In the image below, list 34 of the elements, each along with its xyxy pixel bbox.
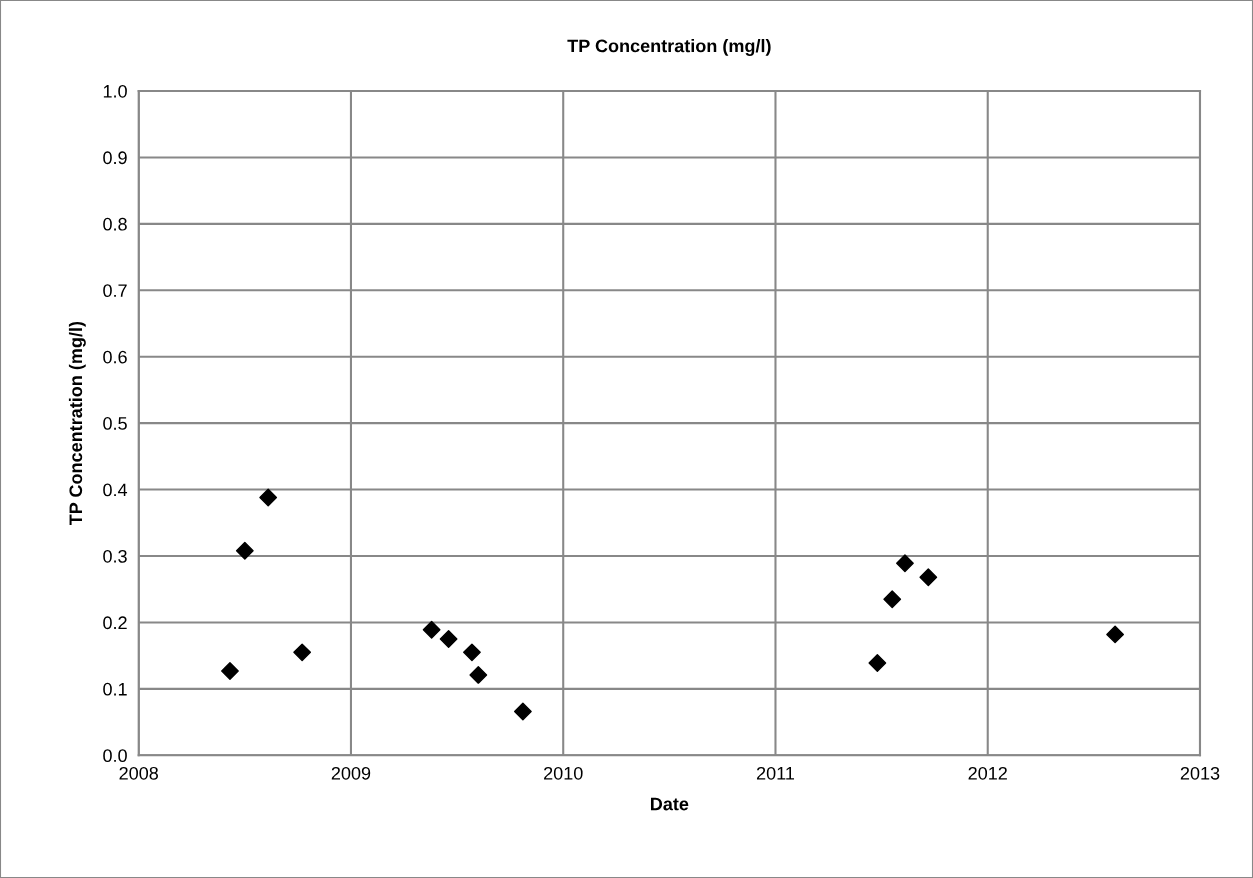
y-tick-label: 0.2 (103, 616, 127, 630)
point (259, 488, 278, 507)
point (422, 620, 441, 639)
x-tick-label: 2010 (544, 766, 583, 780)
point (221, 662, 239, 680)
y-tick-label: 0.9 (103, 151, 127, 165)
y-tick-label: 0.1 (103, 682, 127, 696)
chart-title: TP Concentration (mg/l) (567, 39, 771, 56)
point (1106, 625, 1125, 644)
x-axis-title: Date (650, 797, 689, 811)
y-tick-label: 0.0 (103, 749, 127, 763)
x-tick-label: 2013 (1180, 766, 1220, 780)
point (896, 554, 914, 573)
y-axis-title: TP Concentration (mg/l) (68, 321, 86, 526)
point (235, 541, 254, 560)
point (919, 568, 938, 587)
point (883, 590, 902, 609)
y-tick-label: 0.7 (103, 284, 127, 298)
x-tick-label: 2009 (331, 766, 371, 780)
x-tick-label: 2008 (119, 766, 158, 780)
y-tick-label: 0.3 (103, 549, 127, 563)
y-tick-label: 0.4 (103, 483, 128, 497)
point (868, 654, 887, 672)
y-tick-label: 0.8 (103, 217, 127, 231)
point (469, 666, 488, 684)
point (293, 643, 312, 662)
y-tick-label: 0.6 (103, 350, 127, 364)
y-tick-label: 1.0 (103, 84, 127, 98)
point (463, 643, 481, 662)
point (513, 702, 532, 721)
point (439, 630, 458, 648)
x-tick-label: 2012 (968, 766, 1007, 780)
y-tick-label: 0.5 (103, 417, 127, 430)
x-tick-label: 2011 (756, 766, 795, 780)
